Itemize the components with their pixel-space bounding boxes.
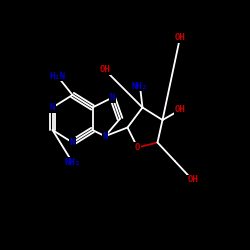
Text: OH: OH	[174, 33, 186, 42]
Text: N: N	[102, 132, 108, 141]
Text: N: N	[70, 138, 75, 147]
Text: OH: OH	[100, 66, 110, 74]
Text: OH: OH	[174, 106, 186, 114]
Text: OH: OH	[187, 176, 198, 184]
Text: N: N	[110, 93, 115, 102]
Text: NH₂: NH₂	[132, 82, 148, 91]
Text: H₂N: H₂N	[50, 72, 66, 81]
Text: NH₂: NH₂	[64, 158, 80, 167]
Text: O: O	[135, 143, 140, 152]
Text: N: N	[50, 103, 55, 112]
